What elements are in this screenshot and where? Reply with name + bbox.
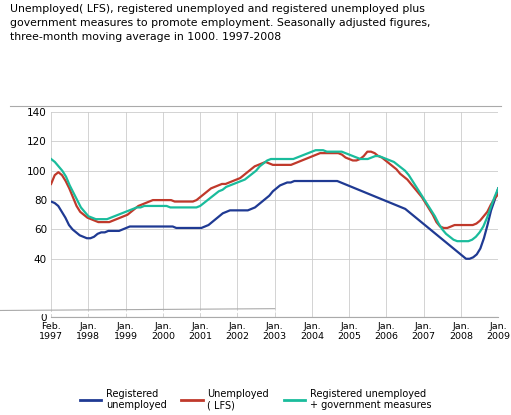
Legend: Registered
unemployed, Unemployed
( LFS), Registered unemployed
+ government mea: Registered unemployed, Unemployed ( LFS)… [80, 388, 431, 410]
Text: Unemployed( LFS), registered unemployed and registered unemployed plus
governmen: Unemployed( LFS), registered unemployed … [10, 4, 431, 42]
